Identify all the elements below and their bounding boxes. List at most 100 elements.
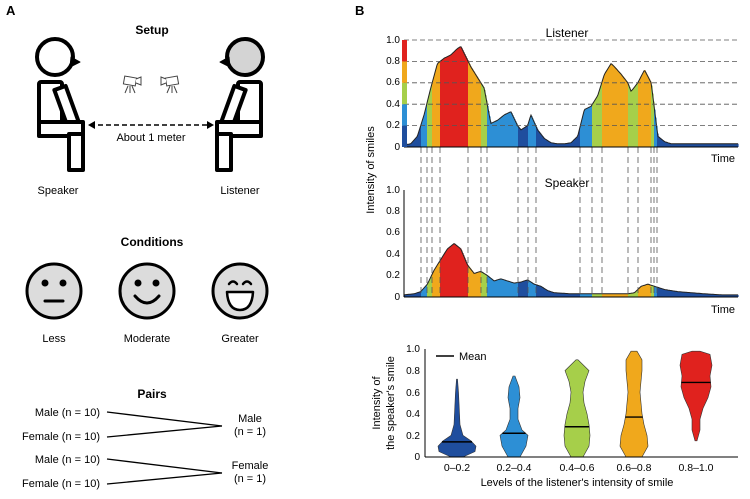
listener-area-segment [499,118,501,147]
panel-a-label: A [6,3,16,18]
listener-area-segment [639,79,641,147]
listener-ytick: 0.8 [386,56,400,67]
timeseries-ylabel: Intensity of smiles [365,126,377,214]
speaker-area-segment [419,292,421,297]
face-greater-icon [211,262,269,320]
listener-area-segment [585,109,587,147]
listener-area-segment [619,72,621,147]
speaker-area-segment [648,284,650,297]
listener-area-segment [700,143,702,147]
listener-area-segment [582,116,584,147]
listener-area-segment [438,62,440,147]
listener-area-segment [715,143,717,147]
speaker-area-segment [612,293,614,297]
speaker-area-segment [675,291,677,297]
speaker-area-segment [598,293,600,297]
speaker-area-segment [665,289,667,297]
listener-area-segment [483,87,485,147]
listener-area-segment [538,131,540,147]
listener-area-segment [434,74,436,147]
speaker-area-segment [628,293,630,297]
listener-area-segment [596,97,598,147]
speaker-area-segment [698,293,700,297]
speaker-area-segment [685,292,687,297]
speaker-area-segment [677,291,679,297]
distance-arrow [88,121,214,129]
listener-area-segment [691,143,693,147]
speaker-area-segment [461,250,463,297]
listener-area-segment [632,89,634,147]
violin-ytick: 0.2 [406,431,420,442]
speaker-area-segment [674,291,676,297]
speaker-area-segment [520,282,522,297]
speaker-area-segment [526,280,528,297]
speaker-area-segment [722,294,724,297]
speaker-area-segment [575,293,577,297]
listener-area-segment [431,85,433,147]
speaker-area-segment [415,293,417,297]
listener-area-segment [735,143,737,147]
listener-area-segment [573,140,575,147]
listener-area-segment [492,122,494,147]
speaker-area-segment [646,284,648,297]
speaker-area-segment [573,293,575,297]
listener-area-segment [689,143,691,147]
listener-area-segment [721,143,723,147]
speaker-area-segment [427,283,429,297]
listener-area-segment [410,143,412,147]
listener-area-segment [437,63,439,147]
speaker-area-segment [690,292,692,297]
listener-area-segment [473,71,475,147]
listener-area-segment [686,143,688,147]
listener-area-segment [641,75,643,147]
listener-area-segment [408,144,410,147]
listener-area-segment [655,117,657,147]
speaker-area-segment [497,279,499,297]
violin-body [499,375,529,458]
listener-area-segment [544,138,546,147]
listener-area-segment [528,122,530,147]
listener-area-segment [670,143,672,147]
speaker-area-segment [727,294,729,297]
listener-area-segment [433,77,435,147]
listener-area-segment [598,93,600,147]
violin-xtick: 0.4–0.6 [559,462,594,474]
speaker-area-segment [560,293,562,297]
listener-area-segment [418,132,420,147]
speaker-area-segment [470,268,472,297]
speaker-area-segment [456,245,458,297]
listener-area-segment [511,112,513,147]
speaker-area-segment [405,294,407,297]
speaker-area-segment [733,294,735,297]
speaker-area-segment [451,245,453,297]
speaker-area-segment [446,250,448,297]
speaker-area-segment [522,281,524,297]
listener-area-segment [498,119,500,147]
listener-area-segment [452,53,454,147]
listener-area-segment [695,143,697,147]
listener-area-segment [525,126,527,147]
violin-xtick: 0.8–1.0 [678,462,713,474]
listener-area-segment [535,125,537,147]
pair-left-label: Male (n = 10) [35,454,100,466]
speaker-area-segment [641,286,643,297]
pairs-title: Pairs [137,387,167,401]
speaker-area-segment [523,281,525,297]
speaker-area-segment [664,289,666,297]
listener-area-segment [631,90,633,147]
listener-area-segment [460,46,462,148]
speaker-area-segment [589,293,591,297]
listener-area-segment [719,143,721,147]
listener-area-segment [412,141,414,147]
speaker-area-segment [468,266,470,297]
listener-area-segment [723,143,725,147]
listener-area-segment [417,135,419,147]
speaker-area-segment [465,260,467,297]
speaker-area-segment [483,273,485,297]
listener-area-segment [644,69,646,147]
listener-area-segment [714,143,716,147]
speaker-area-segment [495,280,497,297]
speaker-area-segment [445,251,447,297]
listener-area-segment [479,80,481,147]
listener-plot [403,39,739,148]
